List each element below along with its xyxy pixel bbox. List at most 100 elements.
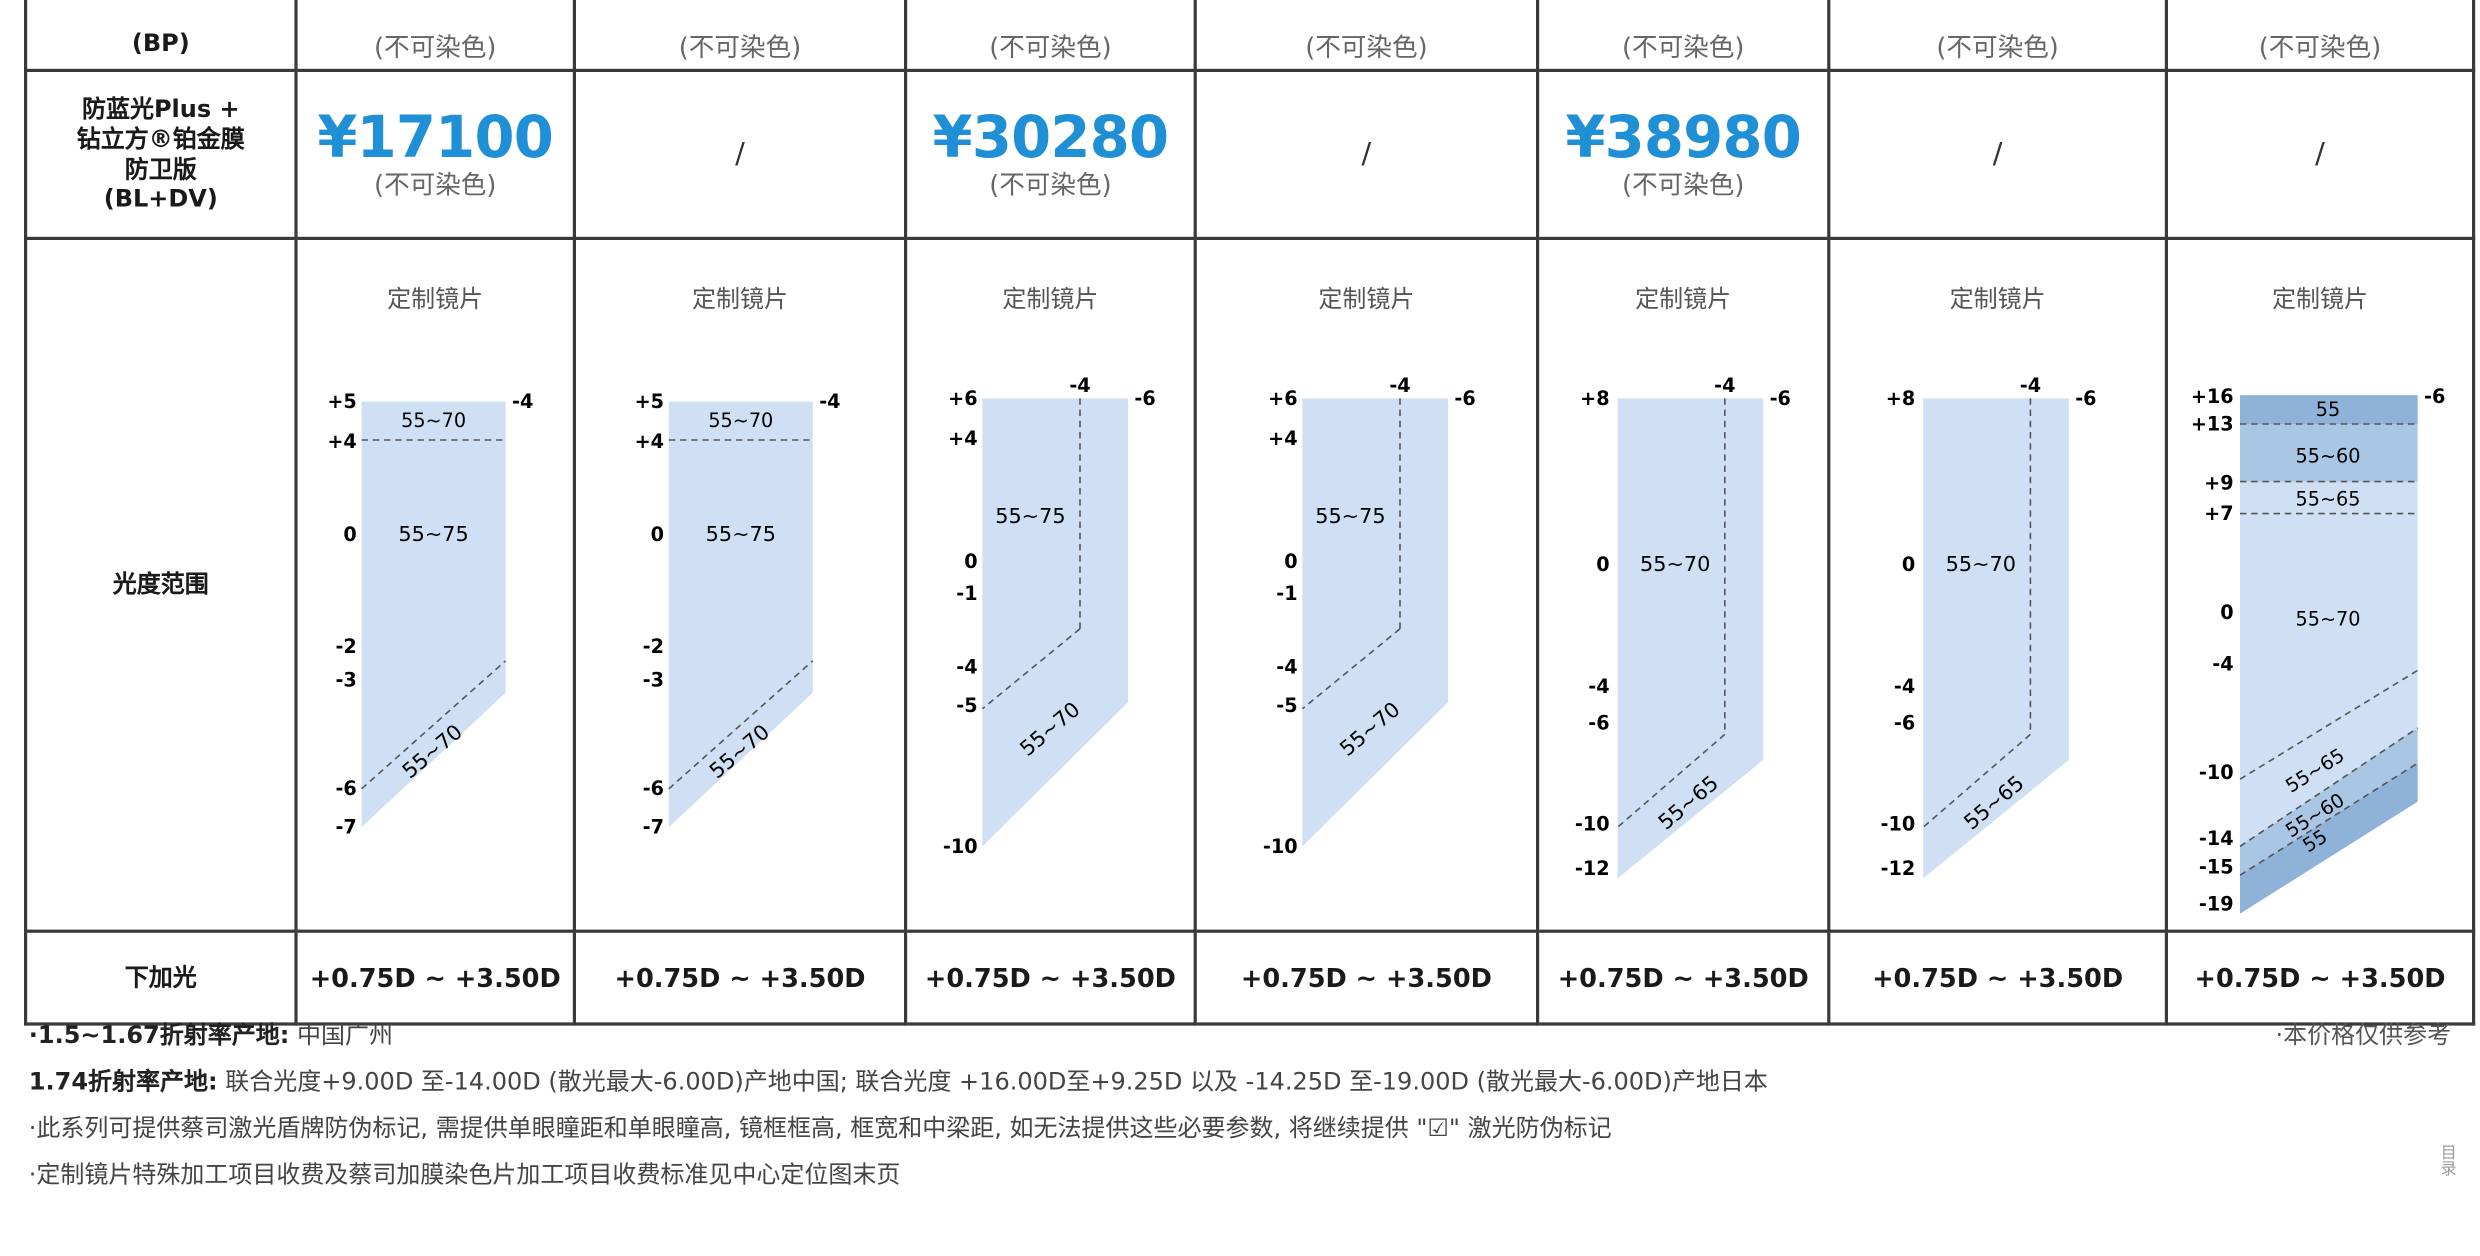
tick-label: -12 <box>1881 857 1916 880</box>
tick-label: +16 <box>2191 385 2234 408</box>
range-diagram: +5 +4 0 -2 -3 -6 -7 -4 55~70 55~75 55~70 <box>635 390 841 839</box>
row-label-addition: 下加光 <box>24 929 298 1026</box>
tick-label: +4 <box>327 430 356 453</box>
price-cell: (不可染色) <box>1827 0 2169 73</box>
range-diagram: +6 +4 0 -1 -4 -5 -10 -4 -6 55~75 55~70 <box>1263 374 1476 858</box>
range-cell: 定制镜片 +8 0 -4 -6 -10 -12 -4 -6 55~70 55~6… <box>1535 236 1831 933</box>
table-row-power-range: 光度范围 定制镜片 +5 +4 0 -2 -3 -6 -7 -4 55~70 5… <box>24 236 2476 933</box>
tick-label: -4 <box>1069 374 1090 397</box>
tick-label: +6 <box>1268 387 1297 410</box>
tick-label: +5 <box>635 390 664 413</box>
range-cell: 定制镜片 +5 +4 0 -2 -3 -6 -7 -4 55~70 55~75 … <box>294 236 577 933</box>
range-zone-dark-lower <box>2240 763 2418 914</box>
tick-label: +13 <box>2191 412 2234 435</box>
tick-label: +8 <box>1580 387 1609 410</box>
tick-label: -6 <box>2075 387 2096 410</box>
table-row-bl-dv: 防蓝光Plus + 钻立方®铂金膜 防卫版 (BL+DV) ¥17100 (不可… <box>24 68 2476 241</box>
tick-label: -6 <box>1454 387 1475 410</box>
tick-label: -5 <box>1276 694 1297 717</box>
zone-divider <box>2239 727 2419 848</box>
tick-label: 0 <box>1596 553 1609 576</box>
addition-range: +0.75D ~ +3.50D <box>2164 929 2476 1026</box>
tick-label: +9 <box>2204 472 2233 495</box>
zone-label: 55~70 <box>1640 552 1710 576</box>
tick-label: -6 <box>1894 712 1915 735</box>
price-cell: ¥17100 (不可染色) <box>294 68 577 241</box>
addition-range: +0.75D ~ +3.50D <box>1535 929 1831 1026</box>
addition-range: +0.75D ~ +3.50D <box>572 929 908 1026</box>
tick-label: -4 <box>1389 374 1410 397</box>
tick-label: -6 <box>335 777 356 800</box>
tick-label: -7 <box>335 816 356 839</box>
range-zone-shape <box>1617 398 1764 879</box>
range-cell: 定制镜片 +6 +4 0 -1 -4 -5 -10 -4 -6 55~75 55… <box>904 236 1197 933</box>
footnote-origin-1: ·1.5~1.67折射率产地: 中国广州 <box>29 1018 393 1052</box>
price-cell: (不可染色) <box>1535 0 1831 73</box>
range-cell: 定制镜片 +8 0 -4 -6 -10 -12 -4 -6 55~70 55~6… <box>1827 236 2169 933</box>
price-cell: (不可染色) <box>572 0 908 73</box>
price-cell-empty: / <box>572 68 908 241</box>
not-available-mark: / <box>1361 137 1372 172</box>
footnote-label: ·1.5~1.67折射率产地: <box>28 1020 290 1050</box>
zone-label: 55~60 <box>2296 444 2361 467</box>
dye-note: (不可染色) <box>1622 169 1745 200</box>
row-label-bl-dv: 防蓝光Plus + 钻立方®铂金膜 防卫版 (BL+DV) <box>24 68 298 241</box>
range-diagram: +5 +4 0 -2 -3 -6 -7 -4 55~70 55~75 55~70 <box>327 390 533 839</box>
footnote-origin-2: 1.74折射率产地: 联合光度+9.00D 至-14.00D (散光最大-6.0… <box>29 1064 1768 1098</box>
zone-label: 55~75 <box>706 522 776 546</box>
price-cell: (不可染色) <box>2164 0 2476 73</box>
addition-range: +0.75D ~ +3.50D <box>1827 929 2169 1026</box>
zone-divider <box>1617 733 1726 828</box>
zone-divider <box>2239 762 2419 876</box>
custom-lens-label: 定制镜片 <box>691 284 788 314</box>
price-cell-empty: / <box>1827 68 2169 241</box>
zone-label: 55~70 <box>401 409 466 432</box>
tick-label: -10 <box>1575 812 1610 835</box>
tick-label: -10 <box>943 835 978 858</box>
tick-label: -15 <box>2199 856 2234 879</box>
tick-label: +7 <box>2204 502 2233 525</box>
table-row-bp: (BP) (不可染色) (不可染色) (不可染色) (不可染色) (不可染色) … <box>24 0 2476 73</box>
row-label-line: (BP) <box>131 29 190 58</box>
zone-label: 55 <box>2316 398 2340 421</box>
table-row-addition: 下加光 +0.75D ~ +3.50D +0.75D ~ +3.50D +0.7… <box>24 929 2476 1026</box>
tick-label: -4 <box>819 390 840 413</box>
range-diagram: +16 +13 +9 +7 0 -4 -10 -14 -15 -19 -6 55… <box>2191 385 2446 915</box>
range-diagram: +8 0 -4 -6 -10 -12 -4 -6 55~70 55~65 <box>1881 374 2097 880</box>
dye-note: (不可染色) <box>1936 31 2059 63</box>
row-label-power-range: 光度范围 <box>24 236 298 933</box>
footnote-custom-fees: ·定制镜片特殊加工项目收费及蔡司加膜染色片加工项目收费标准见中心定位图末页 <box>28 1160 901 1189</box>
dye-note: (不可染色) <box>1622 31 1745 63</box>
tick-label: -3 <box>335 668 356 691</box>
tick-label: -4 <box>2212 652 2233 675</box>
tick-label: +6 <box>948 387 977 410</box>
tick-label: 0 <box>651 523 664 546</box>
custom-lens-label: 定制镜片 <box>1318 284 1415 314</box>
not-available-mark: / <box>1992 137 2003 172</box>
custom-lens-label: 定制镜片 <box>1635 284 1732 314</box>
tick-label: +4 <box>635 430 664 453</box>
zone-label: 55~70 <box>1946 552 2016 576</box>
row-label-line: 防蓝光Plus + <box>81 94 240 124</box>
tick-label: -6 <box>2424 385 2445 408</box>
range-diagram: +8 0 -4 -6 -10 -12 -4 -6 55~70 55~65 <box>1575 374 1791 880</box>
range-zone-dark <box>2240 395 2418 424</box>
footnote-label: 1.74折射率产地: <box>28 1067 218 1096</box>
tick-label: -4 <box>512 390 533 413</box>
footnote-laser-mark: ·此系列可提供蔡司激光盾牌防伪标记, 需提供单眼瞳距和单眼瞳高, 镜框框高, 框… <box>28 1113 1612 1143</box>
tick-label: -6 <box>1588 712 1609 735</box>
tick-label: 0 <box>343 523 356 546</box>
range-zone-shape <box>982 398 1128 847</box>
tick-label: -6 <box>1770 387 1791 410</box>
custom-lens-label: 定制镜片 <box>2271 284 2368 314</box>
addition-range: +0.75D ~ +3.50D <box>904 929 1197 1026</box>
dye-note: (不可染色) <box>989 169 1112 200</box>
addition-range: +0.75D ~ +3.50D <box>1193 929 1540 1026</box>
tick-label: 0 <box>964 550 977 573</box>
range-diagram: +6 +4 0 -1 -4 -5 -10 -4 -6 55~75 55~70 <box>943 374 1156 858</box>
custom-lens-label: 定制镜片 <box>1002 284 1099 314</box>
footnote-text: 中国广州 <box>297 1020 394 1050</box>
zone-divider <box>981 628 1081 710</box>
range-cell: 定制镜片 +6 +4 0 -1 -4 -5 -10 -4 -6 55~75 55… <box>1193 236 1540 933</box>
